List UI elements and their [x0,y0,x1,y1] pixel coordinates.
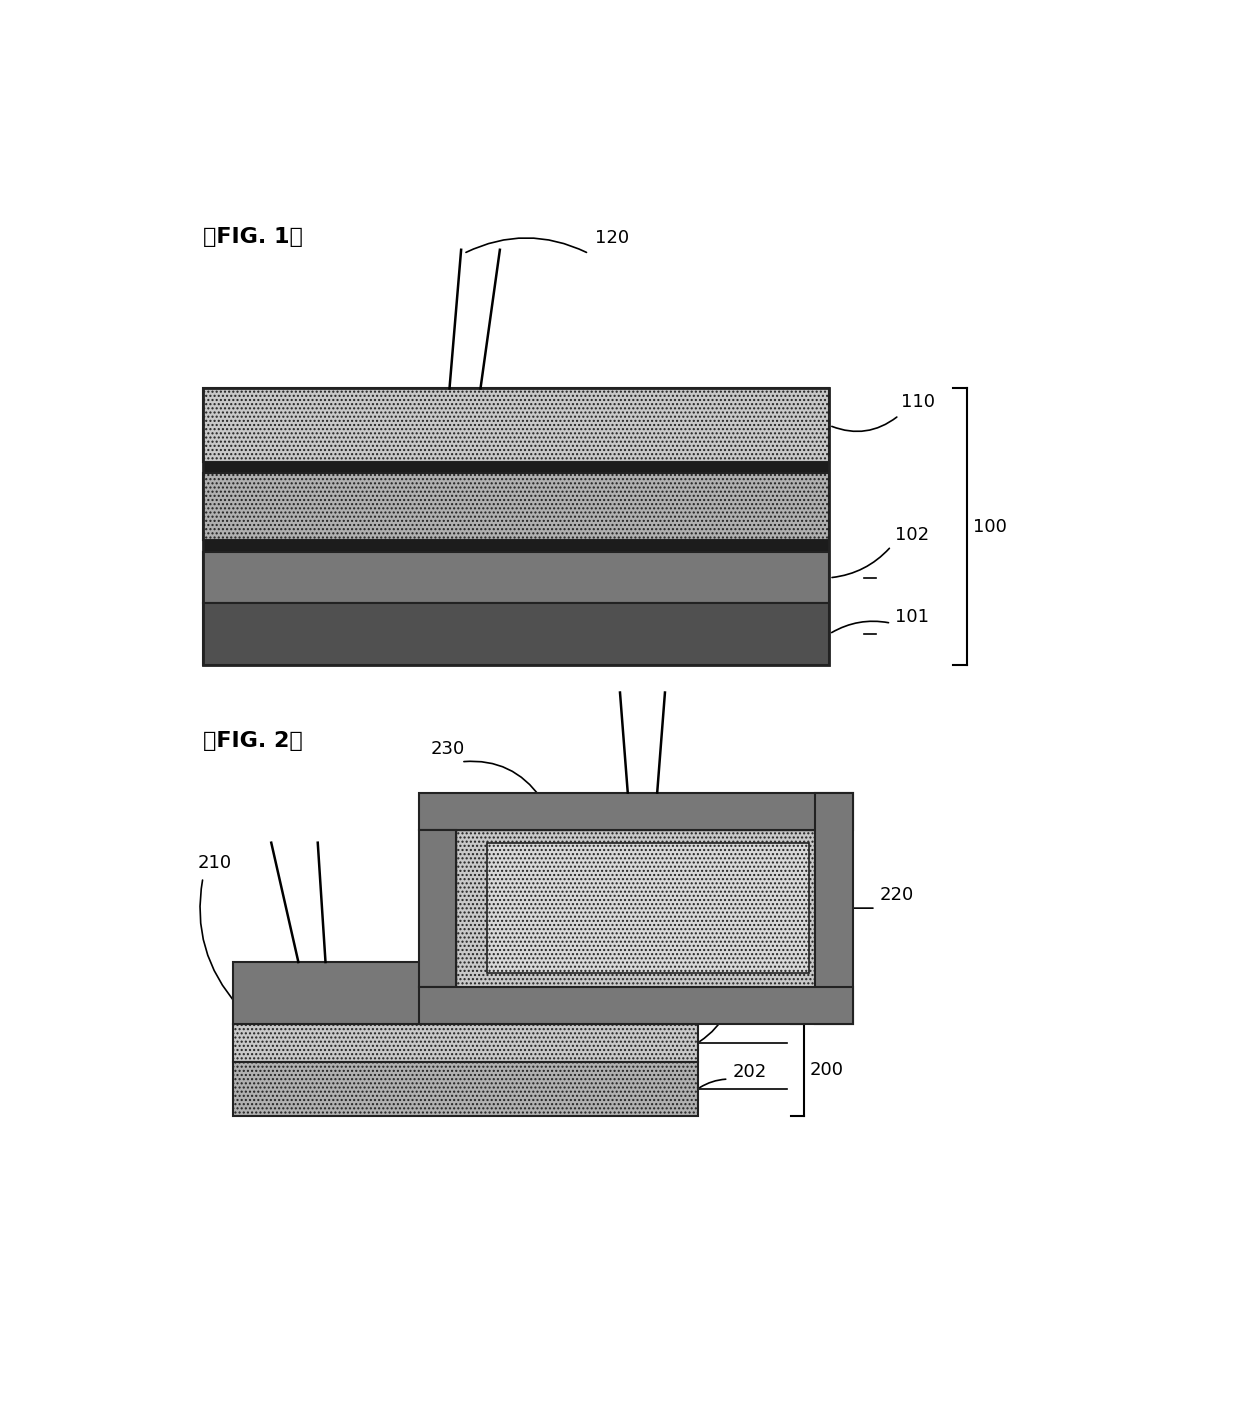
Bar [419,792,853,829]
Bar [203,552,830,604]
Text: 201: 201 [733,986,766,1005]
Text: 101: 101 [895,608,929,626]
Text: 』FIG. 2』: 』FIG. 2』 [203,731,303,751]
Bar [203,461,830,474]
Bar [486,843,808,973]
Text: 202: 202 [733,1063,766,1082]
Bar [203,388,830,461]
Bar [816,792,853,1023]
Text: 100: 100 [972,518,1007,537]
Bar [419,986,853,1023]
Text: 120: 120 [595,230,630,247]
Text: 230: 230 [430,741,464,758]
Bar [203,604,830,665]
Text: 210: 210 [197,853,232,872]
Text: 』FIG. 1』: 』FIG. 1』 [203,227,303,247]
Text: 110: 110 [900,394,935,411]
Bar [419,829,456,986]
Bar [203,388,830,665]
Text: 220: 220 [879,886,914,905]
Text: 200: 200 [810,1060,844,1079]
Bar [233,1062,697,1116]
Bar [233,1023,697,1062]
Text: 102: 102 [895,527,929,544]
Bar [233,962,427,1023]
Bar [203,474,830,539]
Bar [203,539,830,552]
Bar [456,829,816,986]
